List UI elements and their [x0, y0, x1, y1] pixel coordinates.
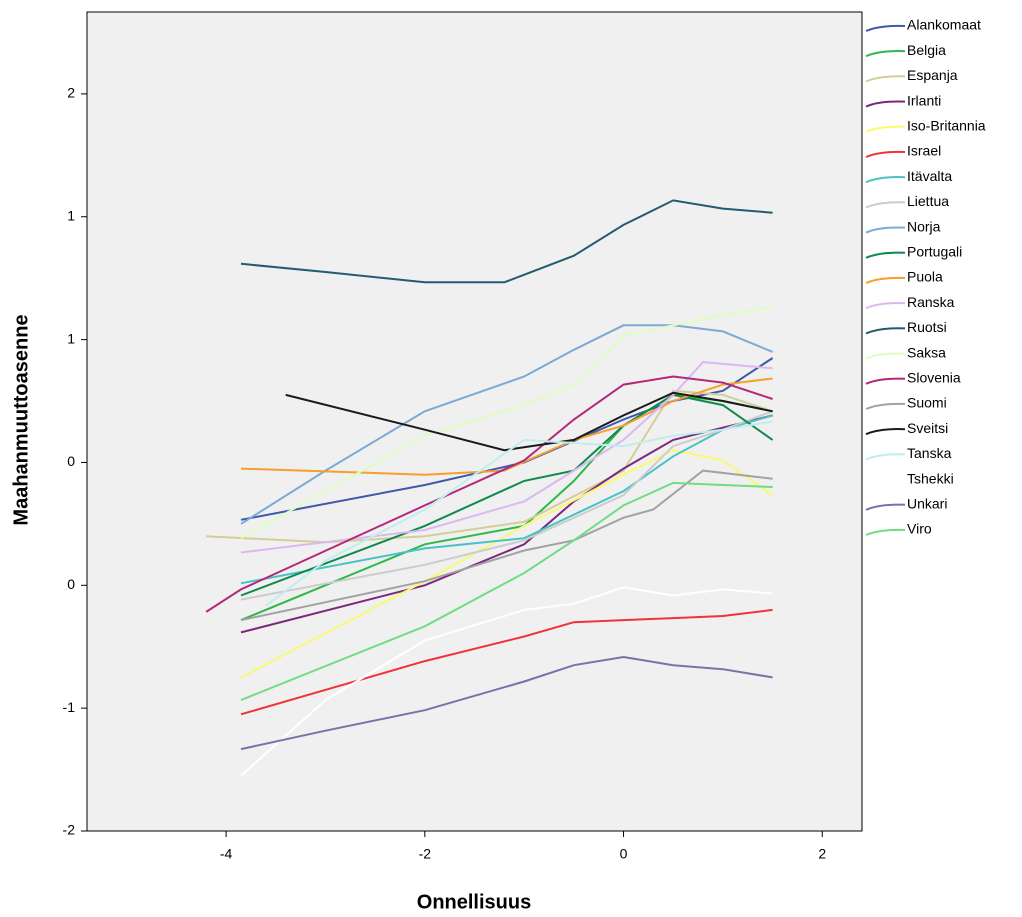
series-line: [265, 420, 773, 607]
legend-label: Espanja: [907, 67, 958, 83]
legend-swatch: [865, 150, 906, 158]
series-line: [240, 324, 773, 525]
legend-swatch: [865, 226, 906, 234]
legend-label: Puola: [907, 269, 943, 285]
series-line: [240, 481, 773, 701]
legend-swatch: [865, 276, 906, 284]
legend-swatch: [865, 453, 906, 461]
series-line: [240, 393, 774, 597]
legend-label: Israel: [907, 143, 941, 159]
legend-label: Ranska: [907, 294, 955, 310]
legend-label: Tshekki: [907, 470, 954, 486]
legend-label: Saksa: [907, 344, 946, 360]
series-line: [240, 357, 774, 521]
legend-label: Alankomaat: [907, 17, 981, 33]
legend-swatch: [865, 251, 906, 259]
series-line: [240, 305, 773, 540]
legend-swatch: [865, 428, 906, 436]
y-axis-title: Maahanmuuttoasenne: [10, 314, 32, 525]
y-tick-label: 0: [67, 453, 75, 469]
legend-swatch: [865, 75, 906, 83]
legend-label: Ruotsi: [907, 319, 947, 335]
y-tick-label: 1: [67, 330, 75, 346]
series-line: [240, 361, 773, 554]
series-line: [206, 389, 773, 544]
y-tick-label: 0: [67, 576, 75, 592]
legend-label: Tanska: [907, 445, 952, 461]
legend-swatch: [865, 327, 906, 335]
legend-swatch: [865, 201, 906, 209]
legend-swatch: [865, 478, 906, 486]
legend-swatch: [865, 503, 906, 511]
y-tick-label: 1: [67, 207, 75, 223]
lines: [205, 199, 774, 777]
x-tick-label: 2: [818, 846, 826, 862]
series-line: [240, 608, 773, 716]
legend-swatch: [865, 24, 906, 32]
plot-area: [87, 12, 862, 831]
series-line: [285, 391, 773, 452]
series-line: [240, 414, 773, 634]
legend-label: Belgia: [907, 42, 946, 58]
series-line: [240, 377, 773, 476]
plot-frame: [86, 11, 863, 832]
x-tick-label: -4: [220, 846, 233, 862]
y-tick-label: 2: [67, 85, 75, 101]
legend-label: Unkari: [907, 496, 947, 512]
legend-swatch: [865, 402, 906, 410]
legend-label: Slovenia: [907, 370, 961, 386]
x-tick-label: -2: [419, 846, 432, 862]
legend-swatch: [865, 100, 906, 108]
x-tick-label: 0: [620, 846, 628, 862]
legend-label: Norja: [907, 218, 941, 234]
series-line: [205, 375, 773, 613]
legend-label: Iso-Britannia: [907, 118, 986, 134]
legend-label: Suomi: [907, 395, 947, 411]
series-line: [240, 199, 773, 284]
x-axis-title: Onnellisuus: [417, 891, 531, 913]
legend-label: Sveitsi: [907, 420, 948, 436]
legend-swatch: [865, 302, 906, 310]
legend-swatch: [865, 352, 906, 360]
legend-label: Itävalta: [907, 168, 952, 184]
legend-swatch: [865, 528, 906, 536]
legend-label: Liettua: [907, 193, 949, 209]
legend-swatch: [865, 176, 906, 184]
legend-swatch: [865, 125, 906, 133]
y-tick-label: -1: [63, 699, 76, 715]
legend-swatch: [865, 50, 906, 58]
series-line: [240, 586, 773, 777]
y-tick-label: -2: [63, 822, 76, 838]
legend-label: Portugali: [907, 244, 962, 260]
legend-label: Irlanti: [907, 92, 941, 108]
legend-swatch: [865, 377, 906, 385]
legend-label: Viro: [907, 521, 932, 537]
series-line: [240, 469, 773, 622]
series-line: [240, 655, 773, 751]
